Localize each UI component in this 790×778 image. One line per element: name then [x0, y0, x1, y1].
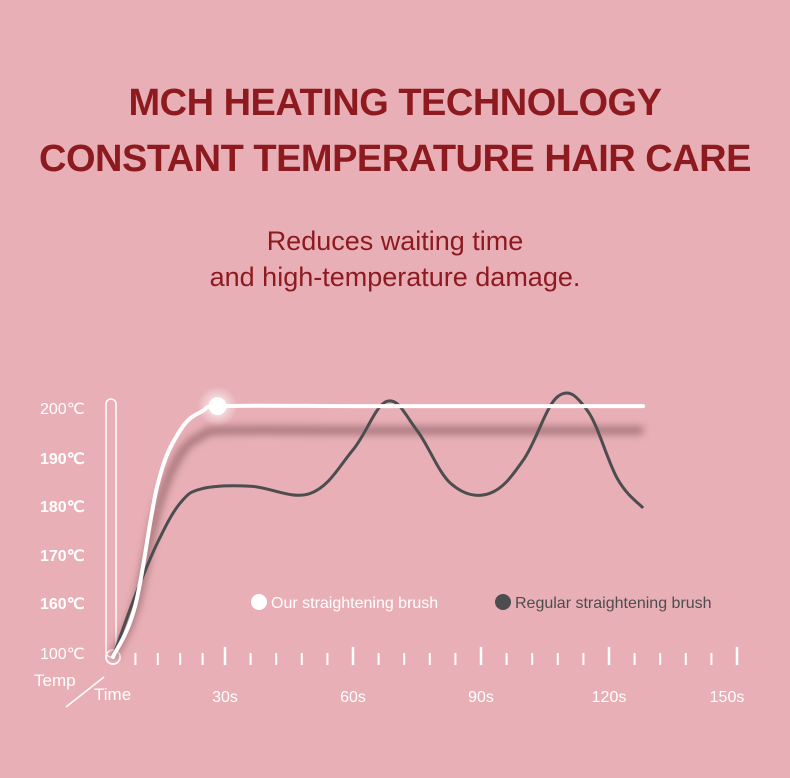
headline-line-1: MCH HEATING TECHNOLOGY — [128, 82, 662, 124]
peak-marker-dot — [208, 397, 227, 416]
legend-label-regular-straightening-brush: Regular straightening brush — [515, 595, 712, 612]
x-tick-label-150: 150s — [710, 689, 745, 706]
series-line-regular-straightening-brush — [111, 391, 645, 658]
temperature-bar — [105, 398, 117, 658]
legend-label-our-straightening-brush: Our straightening brush — [271, 595, 438, 612]
subheadline-line-1: Reduces waiting time — [266, 226, 524, 256]
axis-corner-divider — [65, 676, 105, 708]
y-tick-label-190: 190℃ — [40, 451, 85, 468]
subheadline-line-2: and high-temperature damage. — [209, 262, 581, 292]
x-tick-label-120: 120s — [592, 689, 627, 706]
series-line-shadow — [109, 426, 644, 659]
y-tick-label-180: 180℃ — [40, 499, 85, 516]
x-tick-label-60: 60s — [340, 689, 366, 706]
y-axis-label: Temp — [34, 671, 76, 690]
legend-marker-regular-straightening-brush — [495, 594, 511, 610]
y-tick-label-100: 100℃ — [40, 646, 85, 663]
legend-marker-our-straightening-brush — [251, 594, 267, 610]
x-axis-label: Time — [94, 685, 131, 704]
x-tick-label-30: 30s — [212, 689, 238, 706]
y-tick-label-170: 170℃ — [40, 548, 85, 565]
x-axis-ticks — [134, 647, 739, 665]
y-tick-label-160: 160℃ — [40, 596, 85, 613]
headline-line-2: CONSTANT TEMPERATURE HAIR CARE — [39, 138, 751, 180]
y-tick-label-200: 200℃ — [40, 401, 85, 418]
x-tick-label-90: 90s — [468, 689, 494, 706]
